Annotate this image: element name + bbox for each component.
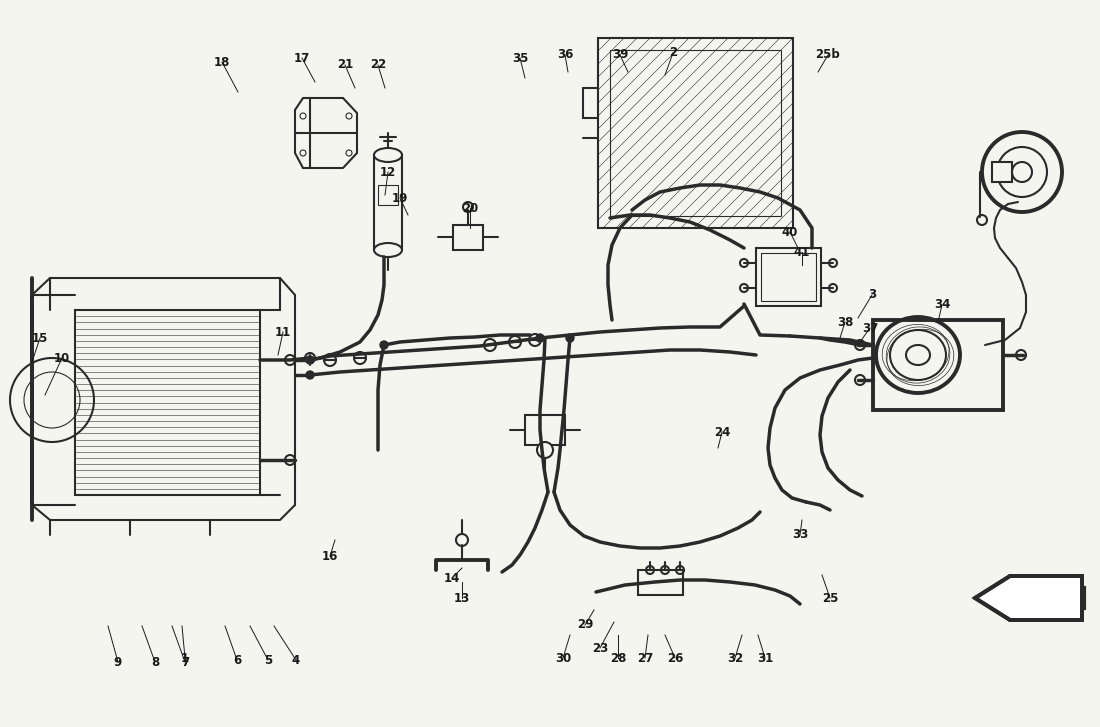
Text: 3: 3 bbox=[868, 289, 876, 302]
Text: 21: 21 bbox=[337, 58, 353, 71]
Text: 19: 19 bbox=[392, 191, 408, 204]
Text: 17: 17 bbox=[294, 52, 310, 65]
Bar bbox=[453, 225, 483, 250]
Text: 2: 2 bbox=[669, 47, 678, 60]
Bar bbox=[992, 162, 1012, 182]
Bar bbox=[761, 253, 816, 301]
Ellipse shape bbox=[374, 148, 401, 162]
FancyArrow shape bbox=[1010, 577, 1085, 619]
Text: 20: 20 bbox=[462, 201, 478, 214]
Text: 35: 35 bbox=[512, 52, 528, 65]
Text: 11: 11 bbox=[275, 326, 292, 339]
Text: 22: 22 bbox=[370, 58, 386, 71]
Text: 6: 6 bbox=[233, 654, 241, 667]
Circle shape bbox=[354, 352, 366, 364]
Text: 13: 13 bbox=[454, 592, 470, 604]
Text: 24: 24 bbox=[714, 425, 730, 438]
Text: 34: 34 bbox=[934, 299, 950, 311]
Text: 37: 37 bbox=[862, 321, 878, 334]
Text: 36: 36 bbox=[557, 49, 573, 62]
Circle shape bbox=[536, 334, 544, 342]
Text: 16: 16 bbox=[322, 550, 338, 563]
Bar bbox=[598, 38, 793, 228]
Circle shape bbox=[509, 336, 521, 348]
Text: 28: 28 bbox=[609, 651, 626, 664]
Circle shape bbox=[484, 339, 496, 351]
Text: 27: 27 bbox=[637, 651, 653, 664]
Bar bbox=[610, 50, 781, 216]
Text: 7: 7 bbox=[180, 656, 189, 669]
Text: 9: 9 bbox=[114, 656, 122, 669]
Text: 25: 25 bbox=[822, 592, 838, 604]
Ellipse shape bbox=[374, 243, 401, 257]
Text: 26: 26 bbox=[667, 651, 683, 664]
Text: 1: 1 bbox=[180, 651, 189, 664]
Text: 4: 4 bbox=[292, 654, 300, 667]
Text: 8: 8 bbox=[151, 656, 160, 669]
Circle shape bbox=[379, 341, 388, 349]
Text: 5: 5 bbox=[264, 654, 272, 667]
Bar bbox=[873, 320, 1003, 410]
Bar bbox=[756, 248, 821, 306]
Bar bbox=[374, 155, 401, 250]
Text: 18: 18 bbox=[213, 55, 230, 68]
Polygon shape bbox=[975, 576, 1082, 620]
Circle shape bbox=[306, 371, 313, 379]
Text: 40: 40 bbox=[782, 225, 799, 238]
Circle shape bbox=[566, 334, 574, 342]
Circle shape bbox=[537, 442, 553, 458]
Text: 38: 38 bbox=[837, 316, 854, 329]
Text: 12: 12 bbox=[379, 166, 396, 179]
Text: 14: 14 bbox=[443, 571, 460, 585]
Bar bbox=[378, 185, 398, 205]
Text: 15: 15 bbox=[32, 332, 48, 345]
Text: 41: 41 bbox=[794, 246, 811, 259]
Text: 32: 32 bbox=[727, 651, 744, 664]
Text: 23: 23 bbox=[592, 641, 608, 654]
Circle shape bbox=[529, 334, 541, 346]
Circle shape bbox=[306, 356, 313, 364]
Bar bbox=[75, 310, 260, 495]
Circle shape bbox=[324, 354, 336, 366]
Text: 10: 10 bbox=[54, 351, 70, 364]
Text: 33: 33 bbox=[792, 529, 808, 542]
Bar bbox=[873, 320, 1003, 410]
Text: 25b: 25b bbox=[815, 49, 840, 62]
Bar bbox=[525, 415, 565, 445]
Text: 39: 39 bbox=[612, 49, 628, 62]
Text: 30: 30 bbox=[554, 651, 571, 664]
Circle shape bbox=[456, 534, 468, 546]
Text: 29: 29 bbox=[576, 619, 593, 632]
Bar bbox=[638, 570, 683, 595]
Text: 31: 31 bbox=[757, 651, 773, 664]
